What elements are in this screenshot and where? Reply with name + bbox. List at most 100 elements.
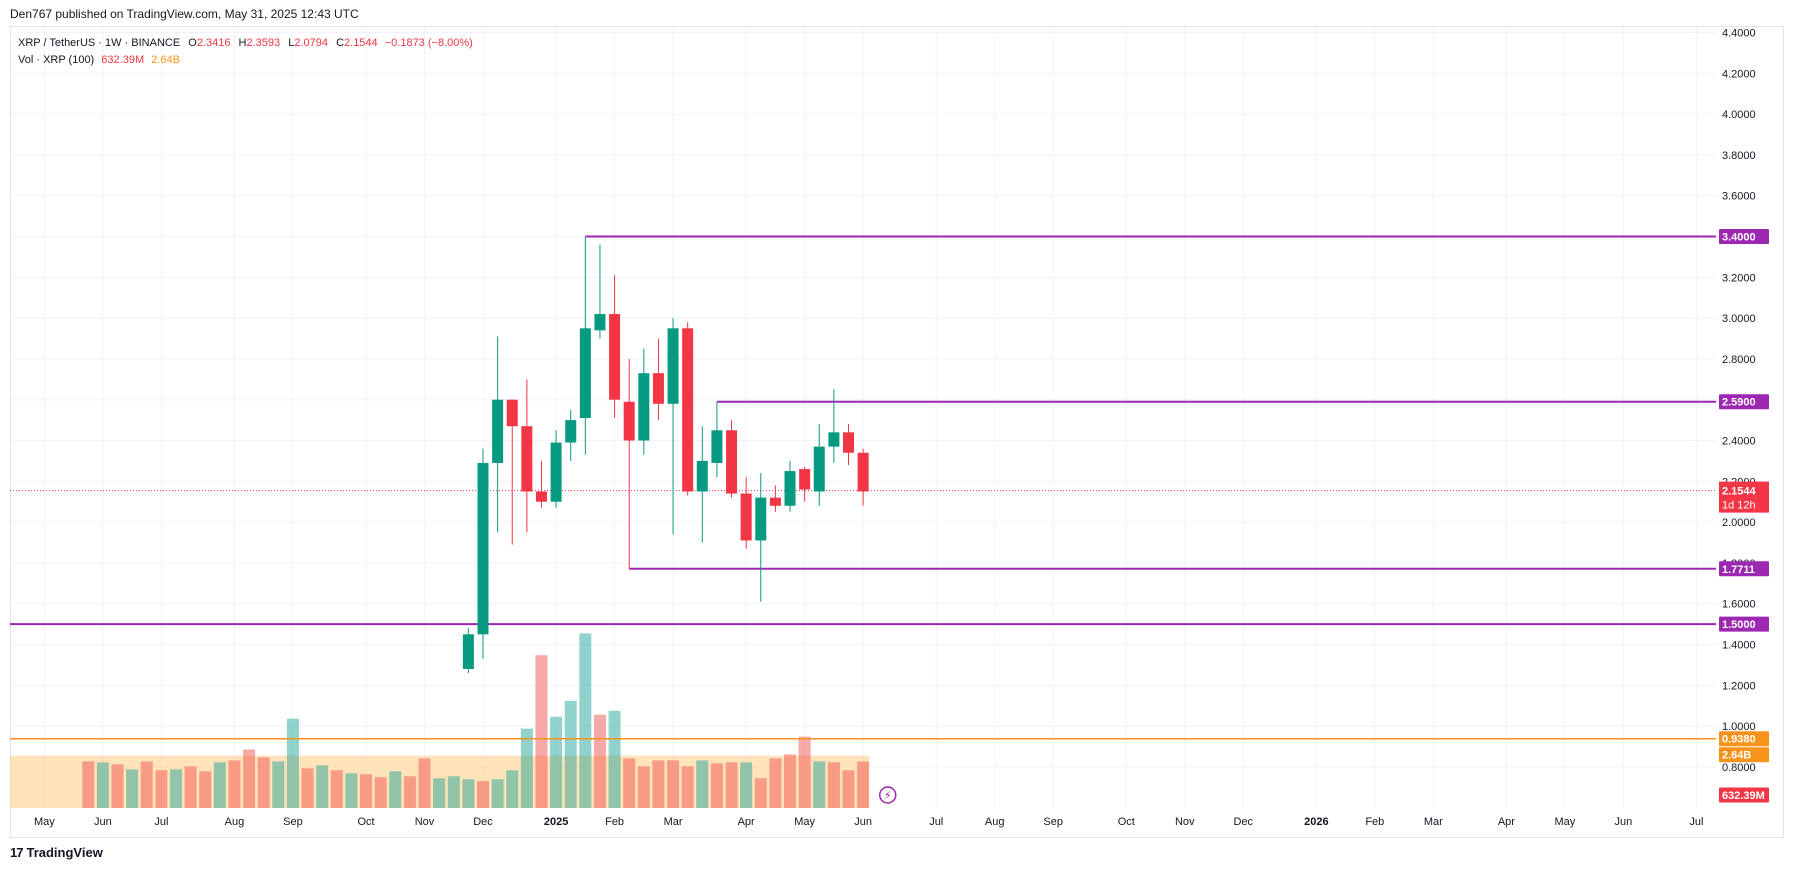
volume-ma-tag-bg	[1719, 747, 1769, 763]
lightning-glyph-icon: ⚡	[884, 789, 892, 802]
time-tick-label: Aug	[225, 816, 245, 828]
volume-bar	[710, 763, 723, 808]
volume-value-tag-bg	[1719, 787, 1769, 803]
time-tick-label: Oct	[1118, 816, 1135, 828]
volume-bar	[316, 765, 329, 808]
volume-bar	[111, 764, 124, 808]
price-tick-label: 1.6000	[1722, 599, 1756, 611]
candle-body	[477, 462, 489, 635]
price-tick-label: 4.4000	[1722, 28, 1756, 40]
time-tick-label: Dec	[473, 816, 493, 828]
ohlc-row: XRP / TetherUS · 1W · BINANCE O2.3416 H 2…	[18, 35, 473, 52]
volume-value: 632.39M	[101, 54, 145, 66]
volume-bar	[681, 766, 694, 808]
level-price-tag: 1.5000	[1722, 619, 1756, 631]
chart-frame	[10, 26, 1784, 838]
level-price-tag: 2.5900	[1722, 397, 1756, 409]
volume-bar	[593, 714, 606, 808]
low-value: 2.0794	[294, 37, 328, 49]
candle-body	[462, 634, 474, 669]
volume-bar	[769, 758, 782, 808]
candle-body	[667, 328, 679, 404]
volume-bar	[462, 779, 475, 808]
time-tick-label: Feb	[1365, 816, 1384, 828]
tradingview-brand: TradingView	[26, 845, 103, 860]
candle-body	[843, 432, 854, 453]
orange-level-tag-bg	[1719, 731, 1769, 747]
volume-bar	[725, 762, 738, 808]
candle-body	[579, 328, 591, 419]
volume-bar	[228, 760, 241, 808]
volume-bar	[667, 760, 680, 808]
candle-body	[828, 432, 840, 447]
time-tick-label: 2025	[544, 816, 568, 828]
candle-body	[565, 420, 577, 443]
candle-body	[711, 430, 723, 463]
time-tick-label: Dec	[1233, 816, 1253, 828]
price-tick-label: 4.2000	[1722, 68, 1756, 80]
volume-bar	[637, 766, 650, 808]
price-tick-label: 3.2000	[1722, 272, 1756, 284]
lightning-icon	[878, 786, 897, 804]
candle-body	[769, 497, 781, 506]
price-tick-label: 1.2000	[1722, 680, 1756, 692]
candle-body	[682, 328, 694, 492]
candle-body	[623, 401, 635, 441]
volume-bar	[418, 758, 431, 808]
price-tick-label: 2.0000	[1722, 517, 1756, 529]
candle-body	[799, 469, 811, 490]
time-tick-label: Sep	[283, 816, 303, 828]
volume-bar	[447, 776, 460, 808]
volume-bar	[184, 766, 197, 808]
time-tick-label: Sep	[1043, 816, 1063, 828]
low-key: L	[288, 37, 295, 49]
chart-legend: XRP / TetherUS · 1W · BINANCE O2.3416 H 2…	[18, 35, 473, 69]
volume-bar	[491, 779, 504, 808]
tradingview-footer: 17 TradingView	[10, 845, 103, 860]
volume-bar	[754, 778, 767, 808]
symbol-label[interactable]: XRP / TetherUS · 1W · BINANCE	[18, 37, 181, 49]
time-tick-label: Aug	[985, 816, 1005, 828]
volume-bar	[813, 761, 826, 808]
candle-body	[492, 399, 504, 463]
time-tick-label: May	[1554, 816, 1575, 828]
volume-label[interactable]: Vol · XRP (100)	[18, 54, 95, 66]
candle-body	[535, 491, 547, 502]
open-key: O	[188, 37, 197, 49]
level-price-tag-bg	[1719, 561, 1769, 577]
high-key: H	[238, 37, 247, 49]
candle-body	[696, 460, 708, 492]
candle-body	[755, 497, 767, 541]
volume-bar	[550, 716, 563, 808]
volume-bar	[257, 757, 270, 808]
volume-bar	[389, 771, 402, 808]
publish-text: Den767 published on TradingView.com, May…	[10, 7, 359, 21]
time-tick-label: Jun	[94, 816, 112, 828]
candle-body	[857, 452, 869, 492]
volume-bar	[842, 770, 855, 808]
price-tick-label: 1.4000	[1722, 640, 1756, 652]
candle-body	[521, 426, 533, 492]
volume-bar	[520, 728, 533, 808]
tradingview-logo-icon: 17	[10, 845, 24, 860]
close-key: C	[336, 37, 345, 49]
candle-body	[594, 314, 606, 331]
open-value: 2.3416	[196, 37, 231, 49]
volume-bar	[623, 758, 636, 808]
price-tick-label: 3.0000	[1722, 313, 1756, 325]
volume-bar	[374, 777, 387, 808]
time-tick-label: Apr	[1498, 816, 1515, 828]
time-tick-label: Jul	[1689, 816, 1703, 828]
volume-bar	[155, 770, 168, 808]
volume-bar	[360, 774, 373, 808]
level-price-tag: 3.4000	[1722, 232, 1756, 244]
price-tick-label: 3.6000	[1722, 191, 1756, 203]
volume-bar	[696, 760, 709, 808]
candle-body	[506, 399, 518, 427]
level-price-tag-bg	[1719, 229, 1769, 244]
time-tick-label: Mar	[1424, 816, 1443, 828]
last-price-tag: 2.1544	[1722, 486, 1757, 498]
volume-bar	[506, 770, 519, 808]
countdown-tag: 1d 12h	[1722, 500, 1756, 512]
